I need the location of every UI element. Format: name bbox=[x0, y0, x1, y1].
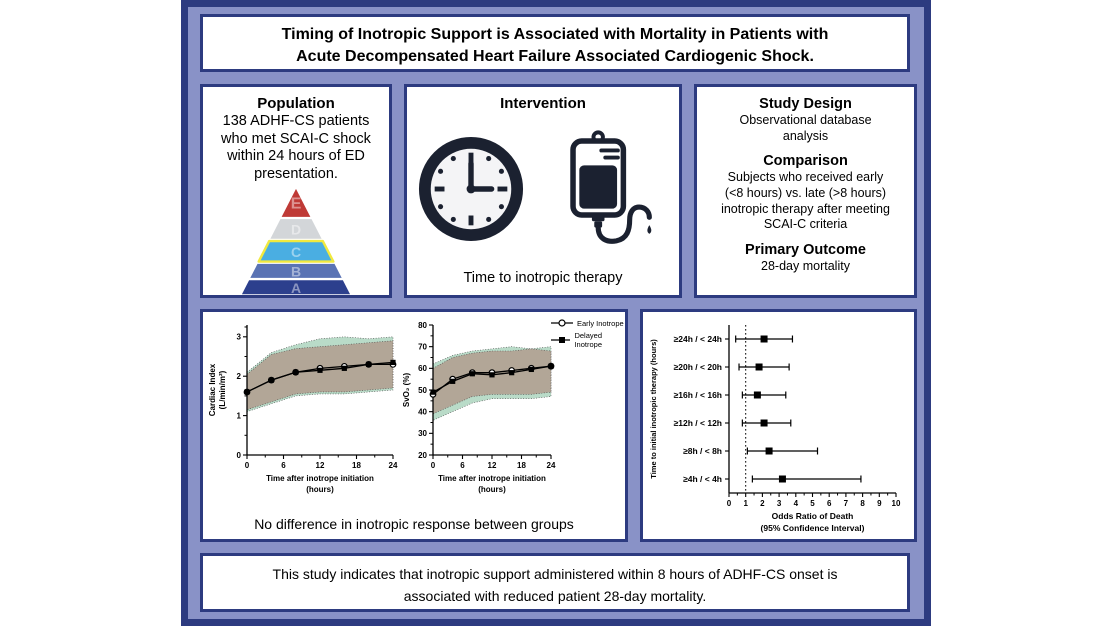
svg-text:SvO₂ (%): SvO₂ (%) bbox=[402, 373, 411, 408]
conclusion-box: This study indicates that inotropic supp… bbox=[200, 553, 910, 612]
svg-text:70: 70 bbox=[418, 342, 427, 351]
legend-label-early: Early Inotrope bbox=[577, 318, 624, 328]
legend-label-delayed: Delayed Inotrope bbox=[574, 331, 602, 349]
svg-text:60: 60 bbox=[418, 364, 427, 373]
svg-text:Cardiac Index: Cardiac Index bbox=[208, 363, 217, 416]
svg-text:3: 3 bbox=[237, 333, 242, 342]
study-design-section: Study Design Observational database anal… bbox=[697, 96, 914, 144]
svg-text:7: 7 bbox=[844, 499, 849, 508]
legend-item-early: Early Inotrope bbox=[551, 318, 625, 328]
intervention-caption: Time to inotropic therapy bbox=[463, 270, 623, 286]
comparison-body: Subjects who received early (<8 hours) v… bbox=[721, 170, 890, 232]
svg-text:≥4h / < 4h: ≥4h / < 4h bbox=[683, 474, 722, 484]
svg-text:D: D bbox=[291, 221, 301, 237]
intervention-icons bbox=[407, 125, 679, 253]
svg-text:6: 6 bbox=[281, 461, 286, 470]
svg-text:3: 3 bbox=[777, 499, 782, 508]
study-design-panel: Study Design Observational database anal… bbox=[694, 84, 917, 298]
title-box: Timing of Inotropic Support is Associate… bbox=[200, 14, 910, 72]
svg-text:B: B bbox=[291, 263, 301, 279]
intervention-heading: Intervention bbox=[500, 95, 586, 112]
abstract-container: Timing of Inotropic Support is Associate… bbox=[181, 0, 931, 626]
svg-text:Odds Ratio of Death: Odds Ratio of Death bbox=[772, 511, 854, 521]
primary-outcome-body: 28-day mortality bbox=[761, 258, 850, 273]
svg-text:9: 9 bbox=[877, 499, 882, 508]
svg-text:40: 40 bbox=[418, 407, 427, 416]
svg-text:Time after inotrope initiation: Time after inotrope initiation bbox=[266, 474, 374, 483]
svg-text:5: 5 bbox=[810, 499, 815, 508]
square-filled-marker-icon bbox=[551, 337, 571, 343]
svg-text:0: 0 bbox=[431, 461, 436, 470]
svg-text:50: 50 bbox=[418, 386, 427, 395]
svg-text:(95% Confidence Interval): (95% Confidence Interval) bbox=[761, 523, 865, 533]
primary-outcome-heading: Primary Outcome bbox=[745, 241, 866, 258]
conclusion-text: This study indicates that inotropic supp… bbox=[272, 566, 838, 604]
svg-text:Time after inotrope initiation: Time after inotrope initiation bbox=[438, 474, 546, 483]
svg-text:≥16h / < 16h: ≥16h / < 16h bbox=[674, 390, 722, 400]
svg-text:20: 20 bbox=[418, 451, 427, 460]
inotropic-response-charts-panel: 0 6 12 18 24 0 1 2 3 Time after inotrope initiati… bbox=[200, 309, 628, 542]
svg-text:≥24h / < 24h: ≥24h / < 24h bbox=[674, 334, 722, 344]
study-design-body: Observational database analysis bbox=[739, 113, 872, 143]
svg-text:18: 18 bbox=[517, 461, 526, 470]
svg-text:6: 6 bbox=[460, 461, 465, 470]
svg-text:1: 1 bbox=[743, 499, 748, 508]
svg-text:10: 10 bbox=[892, 499, 901, 508]
circle-open-marker-icon bbox=[551, 319, 573, 327]
svg-text:80: 80 bbox=[418, 321, 427, 330]
svg-text:30: 30 bbox=[418, 429, 427, 438]
svg-text:12: 12 bbox=[488, 461, 497, 470]
svg-text:≥8h / < 8h: ≥8h / < 8h bbox=[683, 446, 722, 456]
intervention-panel: Intervention bbox=[404, 84, 682, 298]
clock-icon bbox=[418, 136, 524, 242]
study-design-heading: Study Design bbox=[759, 96, 852, 112]
odds-ratio-forest-plot: 0 1 2 3 4 5 6 7 8 9 10 ≥24h / < 24h ≥20h / < 20h ≥16h… bbox=[649, 325, 901, 533]
svg-text:24: 24 bbox=[547, 461, 556, 470]
svg-text:(hours): (hours) bbox=[478, 485, 506, 494]
svg-text:0: 0 bbox=[727, 499, 732, 508]
svg-text:2: 2 bbox=[760, 499, 765, 508]
svg-text:0: 0 bbox=[245, 461, 250, 470]
svg-text:4: 4 bbox=[794, 499, 799, 508]
svo2-chart: 0 6 12 18 24 20 30 40 50 60 70 80 Time after inotrop… bbox=[402, 321, 556, 494]
svg-text:8: 8 bbox=[860, 499, 865, 508]
page-title: Timing of Inotropic Support is Associate… bbox=[281, 26, 829, 66]
svg-text:12: 12 bbox=[316, 461, 325, 470]
population-body: 138 ADHF-CS patients who met SCAI-C shoc… bbox=[221, 113, 371, 183]
svg-text:24: 24 bbox=[389, 461, 398, 470]
comparison-section: Comparison Subjects who received early (… bbox=[697, 153, 914, 233]
svg-text:1: 1 bbox=[237, 411, 242, 420]
svg-text:E: E bbox=[291, 195, 302, 212]
population-heading: Population bbox=[257, 95, 335, 112]
svg-text:C: C bbox=[291, 244, 301, 260]
svg-text:6: 6 bbox=[827, 499, 832, 508]
svg-text:(hours): (hours) bbox=[306, 485, 334, 494]
svg-text:0: 0 bbox=[237, 451, 242, 460]
primary-outcome-section: Primary Outcome 28-day mortality bbox=[697, 242, 914, 275]
forest-plot-panel: 0 1 2 3 4 5 6 7 8 9 10 ≥24h / < 24h ≥20h / < 20h ≥16h… bbox=[640, 309, 917, 542]
svg-text:18: 18 bbox=[352, 461, 361, 470]
svg-text:Time to initial inotropic ther: Time to initial inotropic therapy (hours… bbox=[649, 339, 658, 479]
comparison-heading: Comparison bbox=[763, 153, 848, 170]
chart-legend: Early Inotrope Delayed Inotrope bbox=[551, 318, 625, 352]
svg-text:A: A bbox=[291, 280, 301, 296]
svg-text:≥20h / < 20h: ≥20h / < 20h bbox=[674, 362, 722, 372]
svg-text:(L/min/m²): (L/min/m²) bbox=[218, 370, 227, 409]
iv-bag-icon bbox=[570, 130, 652, 244]
svg-text:2: 2 bbox=[237, 372, 242, 381]
charts-caption: No difference in inotropic response betw… bbox=[254, 516, 574, 532]
population-panel: Population 138 ADHF-CS patients who met … bbox=[200, 84, 392, 298]
svg-text:≥12h / < 12h: ≥12h / < 12h bbox=[674, 418, 722, 428]
legend-item-delayed: Delayed Inotrope bbox=[551, 331, 625, 349]
